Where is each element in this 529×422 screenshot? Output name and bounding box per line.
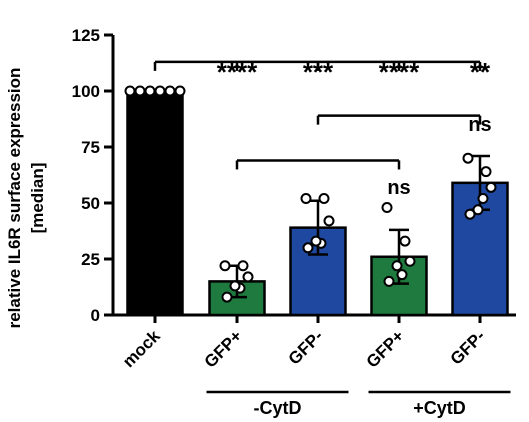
data-point xyxy=(480,166,492,178)
data-point xyxy=(144,85,156,97)
data-point xyxy=(174,85,186,97)
plot-area: 0 25 50 75 100 125 mock GFP+ GFP- GFP+ GFP- -CytD +C… xyxy=(72,26,516,418)
y-tick-label: 0 xyxy=(91,306,100,325)
data-point xyxy=(302,242,314,254)
significance-label: ns xyxy=(387,177,410,199)
y-tick-label: 100 xyxy=(72,82,100,101)
y-axis-title-line-2: [median] xyxy=(28,163,47,234)
data-point xyxy=(391,260,403,272)
data-point xyxy=(485,181,497,193)
data-point xyxy=(124,85,136,97)
data-point xyxy=(383,275,395,287)
x-tick-label: GFP+ xyxy=(363,326,408,371)
significance-label: ns xyxy=(468,114,491,136)
y-tick-label: 50 xyxy=(81,194,100,213)
y-axis-title: relative IL6R surface expression [median… xyxy=(5,68,47,329)
data-point xyxy=(300,193,312,205)
data-point xyxy=(462,152,474,164)
group-label: -CytD xyxy=(254,398,302,418)
data-point xyxy=(323,215,335,227)
y-axis-title-line-1: relative IL6R surface expression xyxy=(5,68,24,329)
data-point xyxy=(318,193,330,205)
x-tick-label: mock xyxy=(119,326,164,371)
data-point xyxy=(396,269,408,281)
data-point xyxy=(219,260,231,272)
data-point xyxy=(310,235,322,247)
data-point xyxy=(381,201,393,213)
data-point xyxy=(164,85,176,97)
x-tick-label: GFP- xyxy=(285,326,327,368)
x-tick-label: GFP+ xyxy=(201,326,246,371)
data-point xyxy=(229,280,241,292)
data-point xyxy=(477,193,489,205)
data-point xyxy=(134,85,146,97)
data-point xyxy=(404,255,416,267)
y-tick-label: 25 xyxy=(81,250,100,269)
data-point xyxy=(242,271,254,283)
significance-label: ** xyxy=(470,57,491,87)
data-point xyxy=(221,291,233,303)
bar xyxy=(126,89,184,317)
data-point xyxy=(399,235,411,247)
data-point xyxy=(464,208,476,220)
data-point xyxy=(154,85,166,97)
significance-label: **** xyxy=(217,57,258,87)
data-point xyxy=(237,260,249,272)
significance-label: *** xyxy=(303,57,334,87)
group-label: +CytD xyxy=(413,398,466,418)
data-point xyxy=(472,204,484,216)
significance-label: **** xyxy=(379,57,420,87)
x-tick-label: GFP- xyxy=(447,326,489,368)
y-tick-label: 125 xyxy=(72,26,100,45)
y-tick-label: 75 xyxy=(81,138,100,157)
